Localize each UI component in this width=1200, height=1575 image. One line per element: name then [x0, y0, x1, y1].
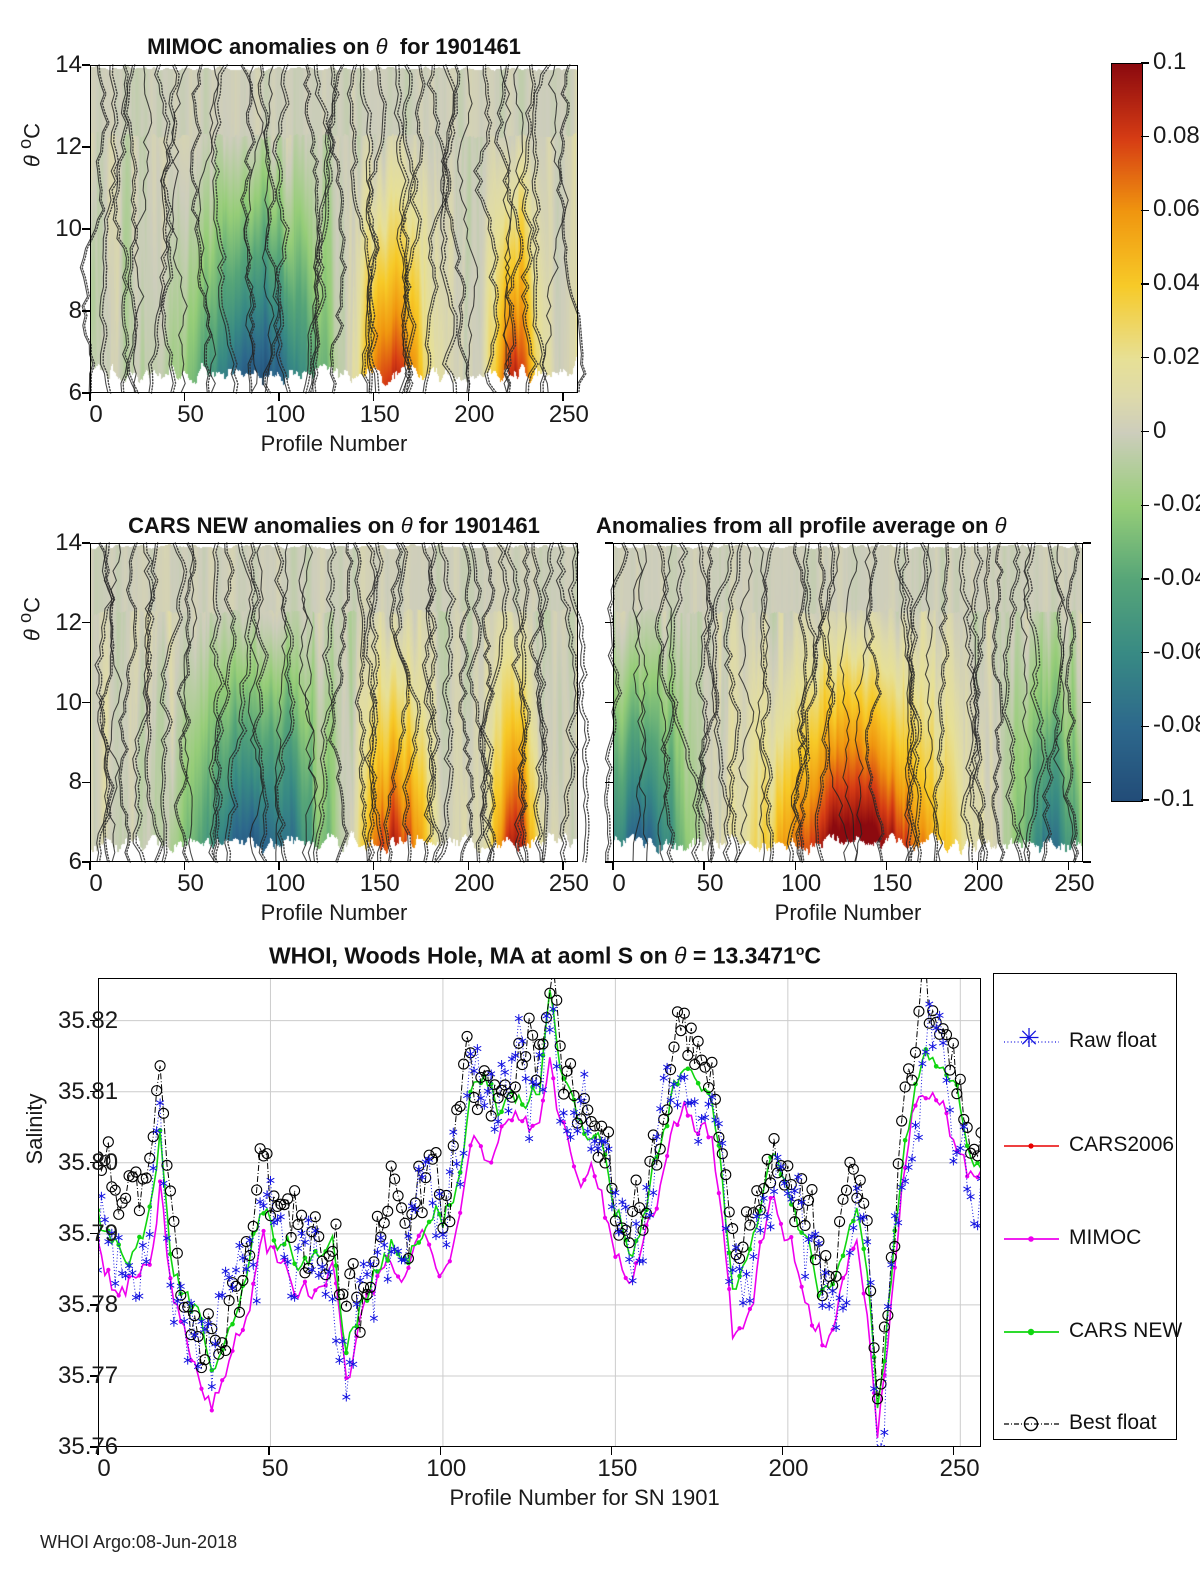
- svg-text:✳: ✳: [1018, 1023, 1040, 1053]
